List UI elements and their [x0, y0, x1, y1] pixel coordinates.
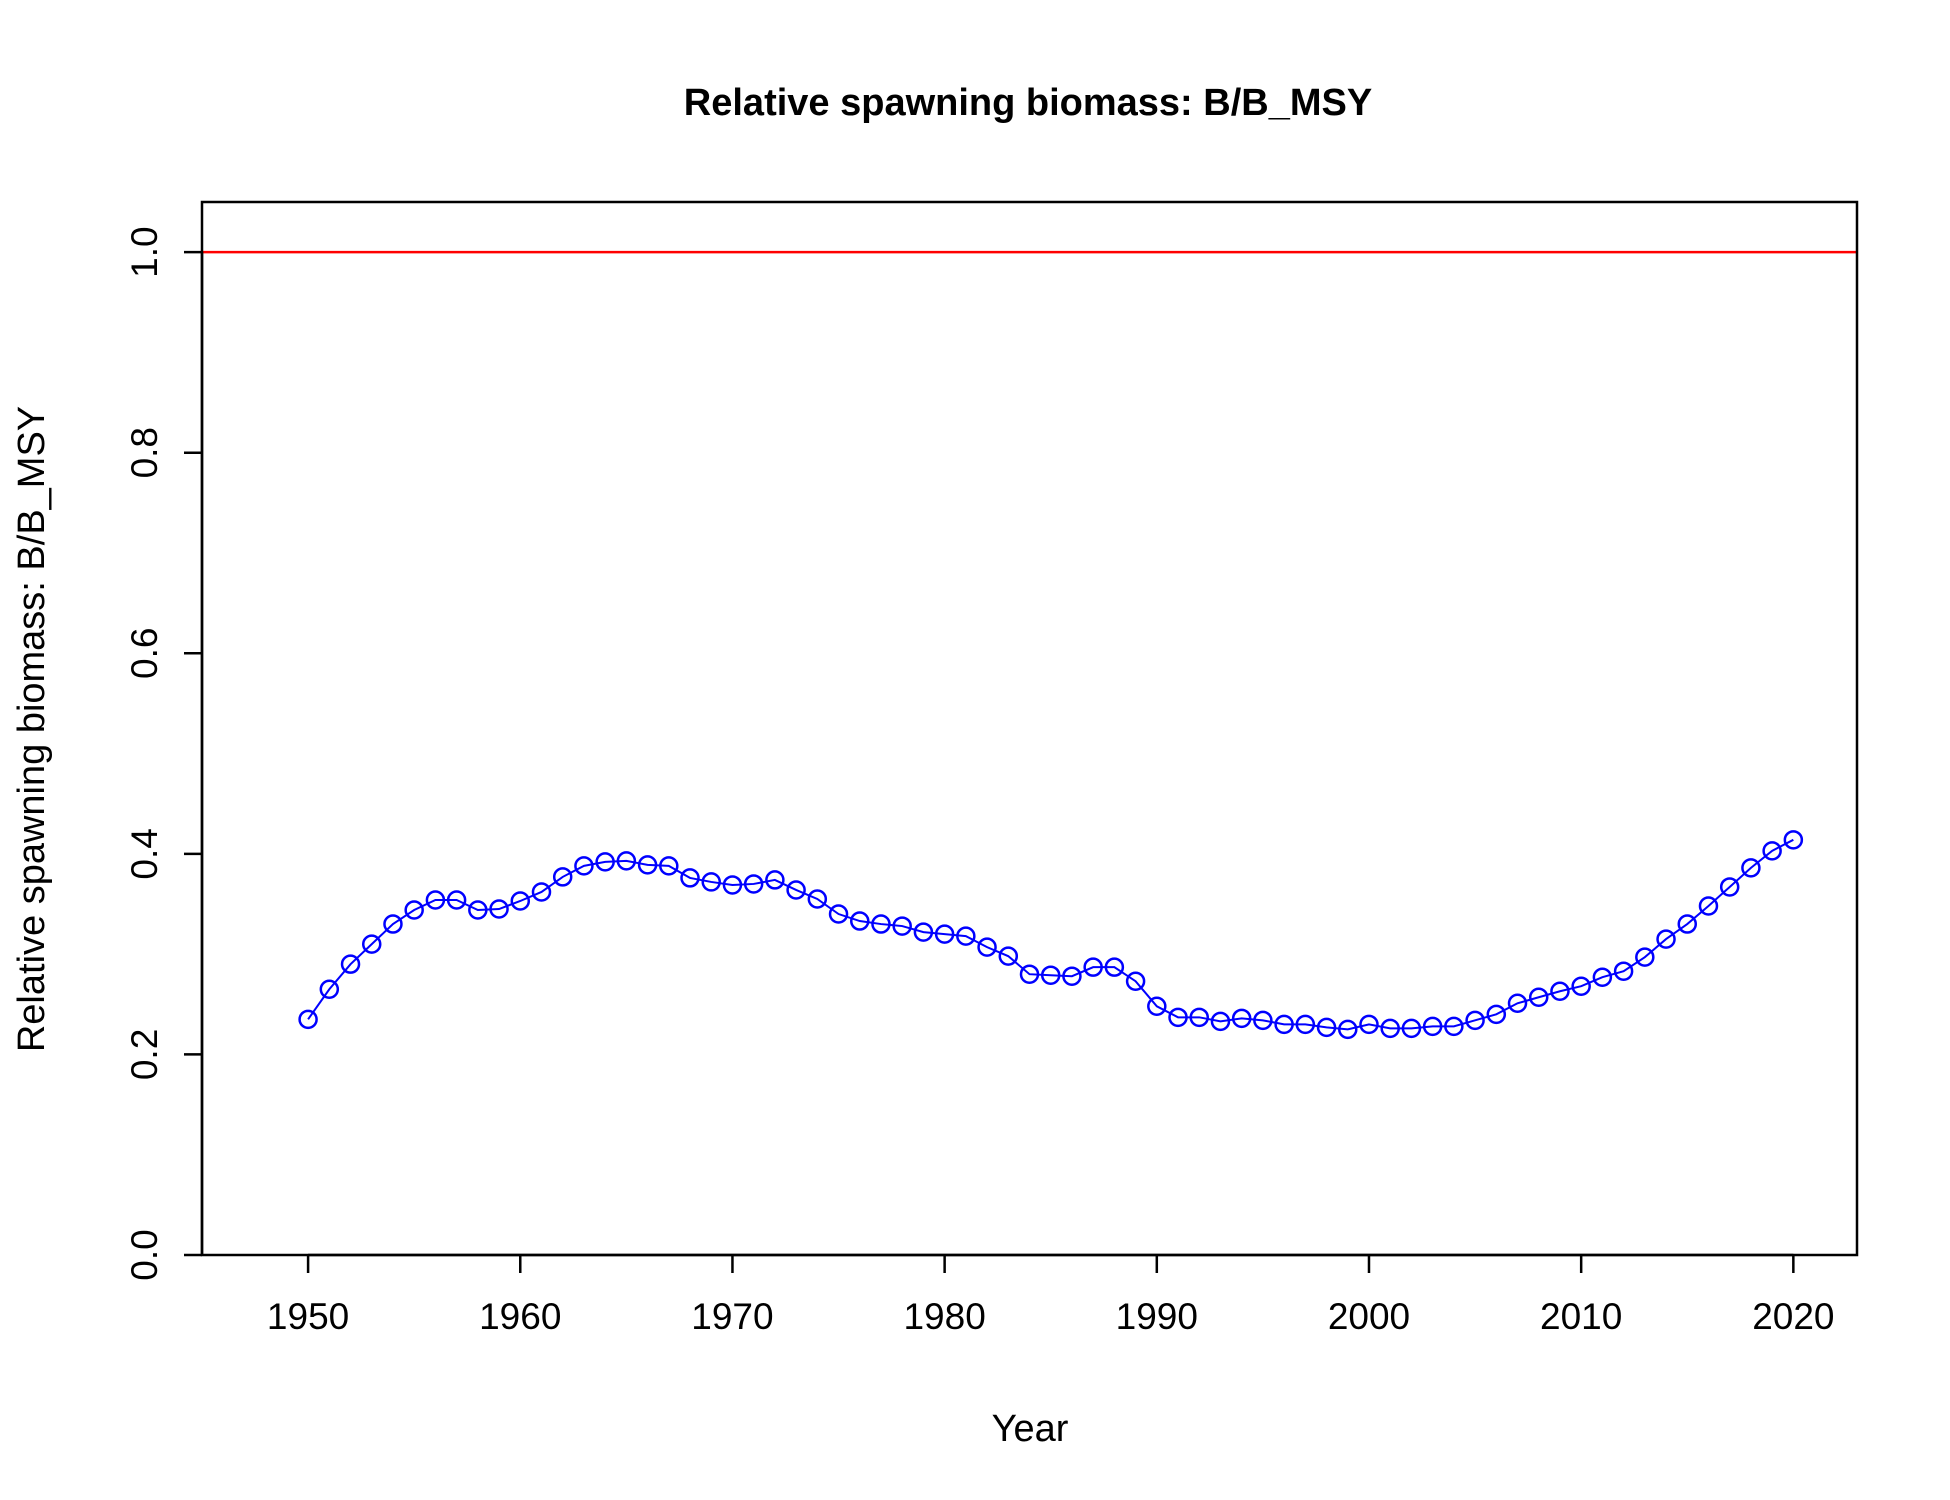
data-point	[1316, 1017, 1337, 1038]
x-tick-label: 1950	[267, 1296, 349, 1337]
y-tick-label: 0.0	[124, 1229, 165, 1280]
data-point	[1528, 987, 1549, 1008]
data-point	[298, 1009, 318, 1030]
data-point	[1125, 971, 1146, 991]
x-tick-label: 1990	[1116, 1296, 1198, 1337]
data-point	[1698, 896, 1719, 916]
data-point	[1783, 830, 1804, 850]
data-point	[786, 880, 806, 900]
data-point	[446, 890, 467, 910]
data-point	[1083, 957, 1103, 977]
data-point	[1444, 1016, 1464, 1037]
data-point	[1677, 914, 1698, 934]
data-point	[1719, 877, 1740, 897]
data-point	[340, 954, 361, 974]
data-point	[1635, 947, 1655, 967]
data-point	[361, 934, 382, 954]
data-point	[1274, 1014, 1294, 1035]
data-point	[1338, 1019, 1358, 1040]
data-point	[1507, 993, 1528, 1014]
data-point	[1295, 1014, 1316, 1035]
data-point	[1741, 858, 1761, 878]
data-point	[828, 904, 849, 924]
data-point	[425, 890, 446, 910]
data-point	[1253, 1010, 1273, 1031]
data-point	[743, 874, 764, 894]
data-point	[1380, 1018, 1400, 1039]
x-axis-label: Year	[992, 1408, 1069, 1450]
data-point	[1613, 961, 1634, 981]
data-point	[1168, 1007, 1188, 1028]
x-tick-label: 1970	[691, 1296, 773, 1337]
data-point	[871, 914, 891, 934]
data-point	[1571, 976, 1591, 996]
data-point	[680, 868, 700, 888]
data-point	[1019, 964, 1040, 984]
data-point	[574, 856, 594, 876]
data-point	[616, 851, 637, 871]
data-point	[1401, 1018, 1422, 1039]
data-point	[956, 926, 976, 946]
data-point	[468, 900, 488, 920]
data-point	[637, 855, 658, 875]
data-point	[1465, 1010, 1485, 1031]
data-point	[510, 891, 531, 911]
data-point	[1104, 957, 1125, 977]
x-tick-label: 1960	[479, 1296, 561, 1337]
data-point	[998, 946, 1019, 966]
data-point	[531, 882, 552, 902]
data-point	[319, 979, 340, 999]
data-point	[1592, 967, 1613, 987]
data-point	[1210, 1011, 1231, 1032]
data-point	[722, 875, 743, 895]
plot-frame	[200, 200, 1859, 1257]
x-tick-label: 2000	[1328, 1296, 1410, 1337]
x-tick-label: 2020	[1752, 1296, 1834, 1337]
data-point	[1189, 1007, 1209, 1028]
data-point	[913, 922, 934, 942]
x-tick-label: 2010	[1540, 1296, 1622, 1337]
y-tick-label: 0.8	[124, 427, 165, 478]
data-point	[807, 889, 828, 909]
data-point	[383, 914, 403, 934]
data-point	[701, 872, 721, 892]
data-point	[595, 852, 615, 872]
data-point	[404, 900, 424, 920]
x-tick-label: 1980	[903, 1296, 985, 1337]
y-tick-label: 1.0	[124, 226, 165, 277]
data-point	[659, 856, 679, 876]
chart-title: Relative spawning biomass: B/B_MSY	[684, 82, 1372, 124]
data-point	[1359, 1014, 1379, 1035]
y-tick-label: 0.6	[124, 628, 165, 679]
data-point	[892, 916, 912, 936]
y-tick-label: 0.2	[124, 1029, 165, 1080]
data-point	[850, 911, 870, 931]
data-point	[1040, 965, 1061, 985]
y-tick-label: 0.4	[124, 828, 165, 879]
data-point	[1762, 841, 1782, 861]
data-point	[1147, 996, 1167, 1017]
series-line	[307, 838, 1794, 1031]
y-axis-label: Relative spawning biomass: B/B_MSY	[11, 406, 53, 1052]
data-point	[1422, 1016, 1443, 1037]
data-point	[489, 899, 509, 919]
data-point	[1231, 1008, 1252, 1029]
data-point	[1062, 966, 1082, 986]
data-point	[1656, 929, 1676, 949]
data-point	[1550, 981, 1570, 1001]
data-point	[1486, 1004, 1507, 1025]
data-point	[552, 867, 573, 887]
data-point	[977, 937, 997, 957]
data-point	[765, 870, 785, 890]
data-point	[934, 924, 955, 944]
